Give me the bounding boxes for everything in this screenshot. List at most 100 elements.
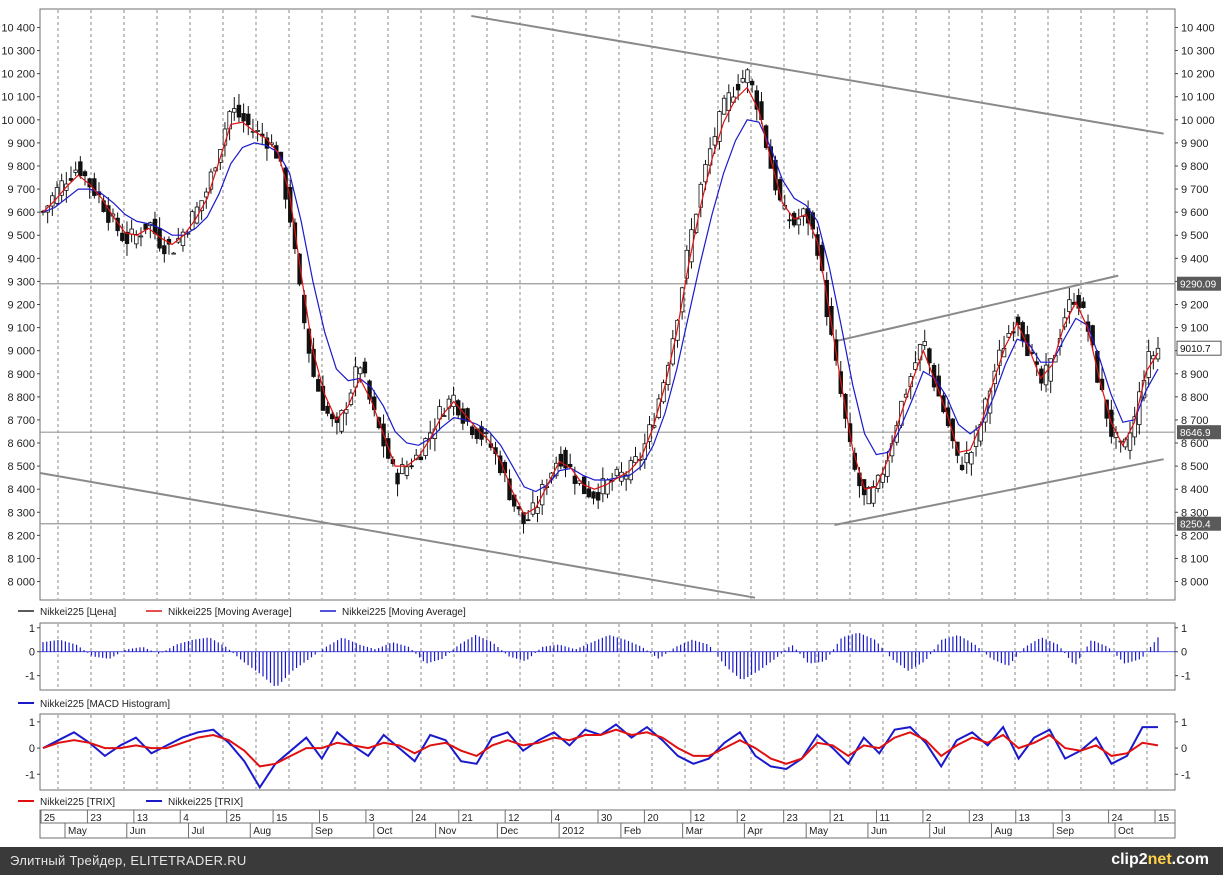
macd-y-label-right: 1 xyxy=(1181,623,1187,635)
trend-line xyxy=(471,14,1164,135)
candle-body xyxy=(171,252,176,255)
level-label: 8646.9 xyxy=(1180,428,1211,439)
candle-body xyxy=(553,462,559,477)
legend-label: Nikkei225 [Moving Average] xyxy=(342,607,466,618)
candle-body xyxy=(68,178,74,181)
y-tick-label-left: 9 400 xyxy=(7,253,35,265)
trix-y-label-right: 1 xyxy=(1181,717,1187,729)
legend-label: Nikkei225 [Moving Average] xyxy=(168,607,292,618)
candle-body xyxy=(330,413,335,420)
candle-body xyxy=(796,218,801,226)
level-label-box xyxy=(1177,516,1221,531)
candle-body xyxy=(92,178,97,196)
candle-body xyxy=(367,380,372,400)
y-tick-label-right: 8 700 xyxy=(1181,415,1209,427)
candle-body xyxy=(409,465,414,468)
candle-body xyxy=(563,449,568,469)
candle-body xyxy=(73,169,78,173)
last-price-box xyxy=(1176,340,1222,356)
candle-body xyxy=(717,111,722,142)
candle-body xyxy=(689,229,694,263)
candle-body xyxy=(236,104,242,118)
candle-body xyxy=(232,108,237,113)
candle-body xyxy=(180,231,186,246)
y-tick-label-left: 9 800 xyxy=(7,161,35,173)
candle-body xyxy=(969,452,974,465)
candle-body xyxy=(124,231,130,244)
month-tick-label: Feb xyxy=(624,826,642,837)
day-tick-label: 24 xyxy=(1112,813,1124,824)
y-tick-label-right: 8 400 xyxy=(1181,484,1209,496)
trix-y-label-left: -1 xyxy=(25,769,35,781)
day-tick-label: 13 xyxy=(1019,813,1031,824)
candle-body xyxy=(54,187,60,204)
level-label-box xyxy=(1177,425,1221,440)
day-tick-label: 5 xyxy=(323,813,329,824)
candle-body xyxy=(1146,351,1151,378)
footer-bar: Элитный Трейдер, ELITETRADER.RU clip2net… xyxy=(0,847,1223,875)
candle-body xyxy=(749,80,755,86)
day-tick-label: 3 xyxy=(1065,813,1071,824)
month-tick-label: Apr xyxy=(747,826,763,837)
candle-body xyxy=(1048,358,1053,382)
candle-body xyxy=(703,164,708,183)
y-tick-label-left: 8 500 xyxy=(7,461,35,473)
day-tick-label: 25 xyxy=(230,813,242,824)
candle-body xyxy=(1043,364,1049,386)
candle-body xyxy=(726,92,731,111)
day-tick-label: 4 xyxy=(555,813,561,824)
candle-body xyxy=(316,379,321,392)
ma-fast-line xyxy=(42,86,1159,516)
month-tick-label: May xyxy=(68,826,87,837)
candle-body xyxy=(787,219,792,222)
candle-body xyxy=(605,479,610,495)
candle-body xyxy=(525,519,531,522)
brand-logo[interactable]: clip2net.com xyxy=(1111,851,1209,869)
month-tick-label: Aug xyxy=(253,826,271,837)
month-tick-label: Dec xyxy=(500,826,518,837)
month-tick-label: Jun xyxy=(130,826,146,837)
y-tick-label-left: 9 600 xyxy=(7,207,35,219)
day-tick-label: 13 xyxy=(137,813,149,824)
day-tick-label: 23 xyxy=(972,813,984,824)
y-tick-label-right: 9 500 xyxy=(1181,230,1209,242)
candle-body xyxy=(535,507,540,514)
candle-body xyxy=(395,472,400,485)
y-tick-label-left: 9 900 xyxy=(7,138,35,150)
day-tick-label: 21 xyxy=(833,813,845,824)
trix-y-label-left: 0 xyxy=(29,743,35,755)
candle-body xyxy=(959,464,965,471)
month-tick-label: Aug xyxy=(994,826,1012,837)
candle-body xyxy=(1127,432,1133,451)
candle-body xyxy=(880,473,885,483)
month-tick-label: 2012 xyxy=(562,826,585,837)
level-label: 8250.4 xyxy=(1180,520,1211,531)
candle-body xyxy=(721,97,727,115)
y-tick-label-right: 9 600 xyxy=(1181,207,1209,219)
trix-legend-label: Nikkei225 [TRIX] xyxy=(40,797,115,808)
y-tick-label-left: 8 000 xyxy=(7,577,35,589)
day-tick-label: 23 xyxy=(90,813,102,824)
candle-body xyxy=(614,468,620,477)
candle-body xyxy=(591,491,596,499)
candle-body xyxy=(292,222,298,250)
y-tick-label-right: 9 100 xyxy=(1181,323,1209,335)
day-tick-label: 15 xyxy=(276,813,288,824)
candle-body xyxy=(1062,317,1067,328)
macd-histogram-bars xyxy=(42,633,1159,687)
y-tick-label-right: 10 400 xyxy=(1181,22,1215,34)
candle-body xyxy=(362,361,368,374)
macd-y-label-right: -1 xyxy=(1181,671,1191,683)
y-tick-label-left: 8 700 xyxy=(7,415,35,427)
candle-body xyxy=(106,205,111,223)
y-tick-label-left: 9 100 xyxy=(7,323,35,335)
candle-body xyxy=(460,408,466,424)
trix-y-label-right: -1 xyxy=(1181,769,1191,781)
candle-body xyxy=(288,187,293,223)
month-tick-label: Sep xyxy=(315,826,333,837)
y-tick-label-right: 8 600 xyxy=(1181,438,1209,450)
day-tick-label: 21 xyxy=(462,813,474,824)
candle-body xyxy=(735,83,741,91)
y-tick-label-left: 8 400 xyxy=(7,484,35,496)
candle-body xyxy=(964,453,969,464)
